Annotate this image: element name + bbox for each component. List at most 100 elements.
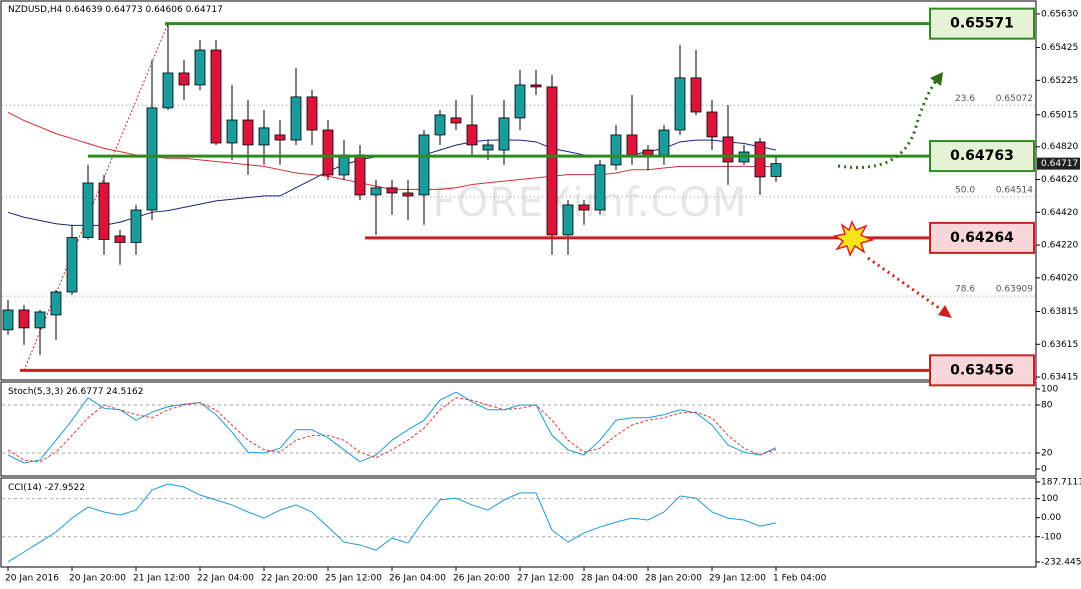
signal-value: 24.5162 — [106, 387, 143, 397]
x-tick-label: 27 Jan 12:00 — [517, 574, 574, 584]
fib-price: 0.65072 — [996, 94, 1033, 104]
x-tick-label: 29 Jan 12:00 — [709, 574, 766, 584]
candle-body — [34, 311, 46, 329]
candle-body — [210, 49, 222, 144]
y-tick-label: 0.63815 — [1041, 307, 1078, 317]
high: 0.64773 — [105, 5, 142, 15]
stoch-header: Stoch(5,3,3) 26.6777 24.5162 — [8, 387, 144, 397]
fib-diagonal — [23, 23, 169, 371]
y-tick-label: 0 — [1041, 465, 1047, 475]
candle-body — [66, 237, 78, 293]
candle-body — [514, 84, 526, 119]
main-panel — [0, 0, 1037, 381]
y-tick-label: 187.7111 — [1041, 477, 1081, 487]
candle-body — [386, 187, 398, 194]
y-tick-label: 0.64220 — [1041, 241, 1078, 251]
down-arrow-head — [938, 305, 952, 318]
candle-body — [754, 141, 766, 178]
candle-body — [642, 149, 654, 156]
candle-body — [290, 96, 302, 141]
y-tick-label: 80 — [1041, 401, 1053, 411]
x-tick-label: 22 Jan 20:00 — [261, 574, 318, 584]
y-tick-label: 0.63615 — [1041, 340, 1078, 350]
y-tick-label: 0.65015 — [1041, 110, 1078, 120]
candle-body — [146, 107, 158, 211]
candle-body — [482, 144, 494, 151]
candle-body — [354, 154, 366, 196]
candle-body — [658, 129, 670, 156]
candle-body — [674, 77, 686, 131]
candle-body — [242, 119, 254, 146]
candle-body — [706, 111, 718, 138]
level-label: 0.64264 — [950, 230, 1014, 246]
up-arrow-head — [930, 72, 943, 86]
candle-body — [82, 182, 94, 238]
chart-header: NZDUSD,H4 0.64639 0.64773 0.64606 0.6471… — [8, 5, 223, 15]
candle-body — [258, 127, 270, 146]
indicator-line — [7, 391, 777, 464]
candle-body — [530, 84, 542, 88]
candle-body — [98, 182, 110, 240]
plot: 0.65630 0.65425 0.65225 0.65015 0.64820 0.646… — [2, 7, 1081, 584]
stoch-panel — [0, 381, 1037, 477]
y-tick-label: -232.445 — [1041, 557, 1081, 567]
candle-body — [50, 291, 62, 316]
title: CCI(14) — [8, 483, 42, 493]
candle-body — [578, 204, 590, 211]
candle-body — [338, 154, 350, 176]
candle-body — [546, 86, 558, 236]
y-tick-label: 0.65630 — [1041, 9, 1078, 19]
x-tick-label: 21 Jan 12:00 — [133, 574, 190, 584]
y-tick-label: 0.00 — [1041, 513, 1061, 523]
candle-body — [18, 309, 30, 329]
x-tick-label: 20 Jan 2016 — [5, 574, 59, 584]
x-tick-label: 28 Jan 04:00 — [581, 574, 638, 584]
y-tick-label: 0.64820 — [1041, 142, 1078, 152]
level-label: 0.63456 — [950, 362, 1014, 378]
close: 0.64717 — [186, 5, 223, 15]
y-tick-label: 0.65225 — [1041, 76, 1078, 86]
candle-body — [194, 49, 206, 86]
candle-body — [274, 134, 286, 141]
x-tick-label: 20 Jan 20:00 — [69, 574, 126, 584]
level-box — [929, 354, 1035, 387]
y-tick-label: 0.64620 — [1041, 175, 1078, 185]
candle-body — [562, 204, 574, 236]
candle-body — [322, 129, 334, 176]
fib-price: 0.64514 — [996, 185, 1033, 195]
candle-body — [770, 163, 782, 177]
y-tick-label: 0.65425 — [1041, 43, 1078, 53]
price-tag — [1037, 157, 1080, 170]
y-tick-label: 0.63415 — [1041, 373, 1078, 383]
fib-level: 78.6 — [955, 285, 975, 295]
x-tick-label: 25 Jan 12:00 — [325, 574, 382, 584]
candle-body — [402, 192, 414, 197]
title: Stoch(5,3,3) — [8, 387, 63, 397]
candle-body — [466, 124, 478, 146]
cci-header: CCI(14) -27.9522 — [8, 483, 85, 493]
y-tick-label: 100 — [1041, 385, 1058, 395]
candle-body — [114, 235, 126, 243]
up-arrow — [837, 77, 940, 169]
candle-body — [2, 309, 14, 331]
candle-body — [594, 164, 606, 211]
level-box — [929, 7, 1035, 40]
value: -27.9522 — [45, 483, 85, 493]
candle-body — [418, 134, 430, 196]
candle-body — [178, 72, 190, 86]
candle-body — [626, 134, 638, 156]
level-label: 0.65571 — [950, 16, 1014, 32]
x-tick-label: 26 Jan 20:00 — [453, 574, 510, 584]
y-tick-label: -100 — [1041, 532, 1062, 542]
cci-panel — [0, 477, 1037, 568]
indicator-line — [7, 397, 777, 463]
candle-body — [370, 187, 382, 196]
candle-body — [498, 117, 510, 151]
fib-level: 50.0 — [955, 185, 975, 195]
candle-body — [434, 114, 446, 136]
candle-body — [690, 77, 702, 113]
fib-level: 23.6 — [955, 94, 975, 104]
candle-body — [130, 209, 142, 243]
level-label: 0.64763 — [950, 148, 1014, 164]
